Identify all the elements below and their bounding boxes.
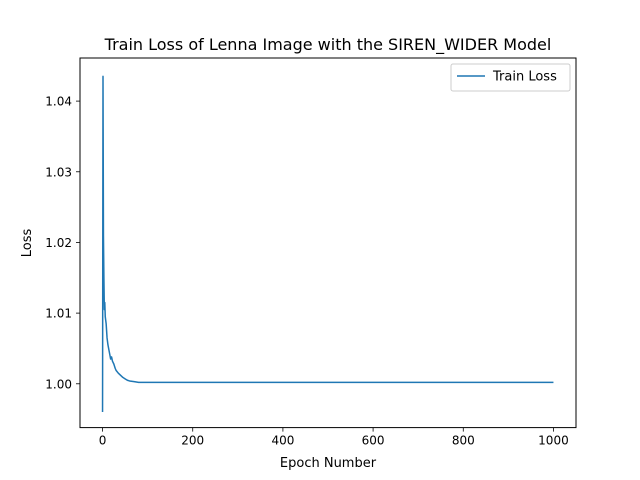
legend: Train Loss [450, 63, 571, 92]
x-tick-label: 400 [271, 434, 294, 448]
x-axis-label: Epoch Number [280, 456, 377, 471]
x-axis: 0 200 400 600 800 1000 [99, 427, 569, 448]
series-line-train-loss [101, 75, 554, 413]
y-tick-label: 1.01 [45, 307, 72, 321]
plot-frame [79, 57, 577, 429]
y-tick-label: 1.03 [45, 165, 72, 179]
y-tick-label: 1.02 [45, 236, 72, 250]
y-tick-label: 1.04 [45, 95, 72, 109]
y-tick-label: 1.00 [45, 377, 72, 391]
x-tick-label: 1000 [538, 434, 569, 448]
series-layer [101, 75, 554, 413]
x-tick-label: 200 [181, 434, 204, 448]
legend-box [450, 63, 571, 92]
y-axis-label: Loss [20, 229, 35, 258]
x-tick-label: 600 [362, 434, 385, 448]
legend-label: Train Loss [492, 70, 557, 85]
chart-title: Train Loss of Lenna Image with the SIREN… [104, 35, 552, 55]
y-axis: 1.00 1.01 1.02 1.03 1.04 [45, 95, 80, 391]
x-tick-label: 0 [99, 434, 107, 448]
x-tick-label: 800 [452, 434, 475, 448]
